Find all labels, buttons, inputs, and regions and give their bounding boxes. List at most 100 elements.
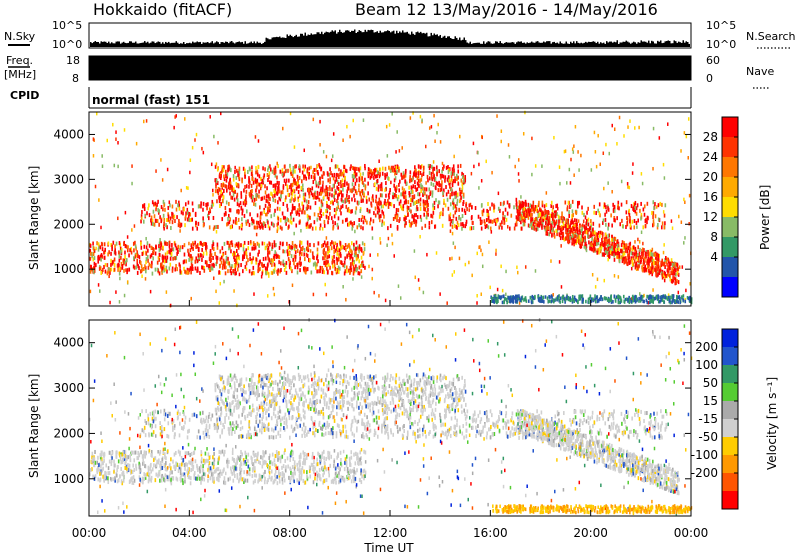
echo-point (446, 301, 448, 305)
echo-point (553, 299, 555, 303)
noise-bar (337, 32, 339, 47)
echo-point (403, 200, 406, 205)
echo-point (310, 223, 312, 228)
echo-point (414, 165, 416, 170)
echo-point (281, 454, 284, 459)
echo-point (243, 188, 245, 193)
echo-point (387, 226, 389, 231)
echo-point (319, 143, 321, 147)
echo-point (353, 267, 355, 272)
echo-point (212, 255, 214, 260)
echo-point (259, 215, 262, 220)
echo-point (344, 175, 346, 180)
echo-point (664, 275, 666, 280)
echo-point (108, 267, 110, 271)
echo-point (377, 253, 379, 257)
echo-point (576, 230, 579, 235)
echo-point (267, 168, 269, 172)
echo-point (255, 170, 257, 175)
echo-point (169, 262, 172, 267)
echo-point (199, 253, 202, 258)
echo-point (278, 181, 280, 186)
echo-point (584, 215, 587, 220)
echo-point (503, 217, 505, 222)
echo-point (556, 212, 558, 217)
echo-point (377, 211, 380, 216)
echo-point (310, 191, 313, 196)
echo-point (187, 200, 190, 205)
echo-point (647, 262, 650, 267)
echo-point (364, 166, 366, 171)
echo-point (289, 219, 292, 224)
noise-bar (621, 42, 623, 47)
echo-point (297, 178, 299, 183)
echo-point (607, 206, 609, 211)
echo-point (436, 181, 439, 186)
echo-point (607, 233, 610, 238)
noise-bar (616, 40, 618, 47)
echo-point (217, 224, 219, 229)
echo-point (574, 234, 577, 239)
echo-point (464, 262, 467, 267)
echo-point (523, 212, 525, 217)
echo-point (330, 171, 332, 176)
echo-point (405, 198, 407, 203)
echo-point (175, 246, 178, 251)
echo-point (510, 213, 513, 218)
noise-bar (370, 29, 372, 47)
echo-point (550, 294, 553, 298)
echo-point (169, 248, 171, 253)
echo-point (552, 212, 555, 217)
echo-point (530, 219, 532, 224)
echo-point (298, 194, 301, 198)
echo-point (269, 203, 271, 208)
noise-bar (183, 41, 185, 47)
echo-point (176, 251, 178, 256)
echo-point (197, 204, 200, 209)
echo-point (221, 246, 224, 251)
echo-point (376, 170, 379, 175)
echo-point (366, 220, 368, 225)
echo-point (296, 270, 299, 275)
echo-point (646, 215, 649, 220)
echo-point (585, 219, 588, 224)
echo-point (249, 256, 251, 261)
echo-point (640, 201, 642, 206)
echo-point (115, 130, 117, 134)
echo-point (100, 270, 103, 275)
echo-point (359, 208, 362, 213)
echo-point (232, 252, 234, 257)
noise-bar (675, 41, 677, 47)
echo-point (301, 183, 304, 188)
echo-point (631, 247, 634, 252)
echo-point (560, 285, 563, 289)
echo-point (505, 297, 508, 302)
echo-point (255, 193, 257, 198)
echo-point (388, 195, 390, 200)
echo-point (238, 272, 241, 277)
echo-point (564, 300, 566, 304)
echo-point (542, 295, 545, 300)
echo-point (278, 196, 280, 201)
echo-point (622, 294, 625, 299)
echo-point (248, 184, 250, 189)
noise-bar (543, 41, 545, 47)
echo-point (615, 295, 618, 299)
echo-point (441, 180, 443, 185)
echo-point (129, 248, 131, 253)
echo-point (285, 195, 287, 200)
echo-point (385, 193, 387, 198)
noise-bar (207, 42, 209, 47)
echo-point (291, 183, 294, 188)
echo-point (331, 154, 334, 158)
echo-point (185, 259, 188, 264)
echo-point (358, 265, 361, 270)
noise-bar (217, 42, 219, 47)
echo-point (372, 198, 375, 203)
noise-bar (367, 29, 369, 47)
colorbar-frame (721, 116, 739, 298)
echo-point (665, 259, 667, 264)
echo-point (405, 215, 407, 220)
echo-point (264, 203, 267, 208)
echo-point (652, 269, 654, 274)
